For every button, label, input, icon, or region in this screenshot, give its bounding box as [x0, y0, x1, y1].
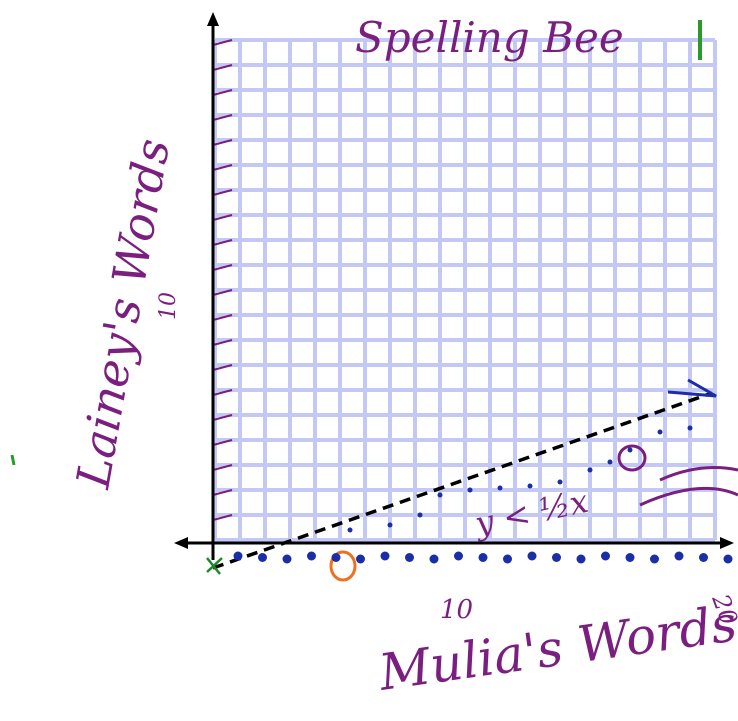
whiteboard: Spelling Bee Lainey's Words 10 10 20 Mul…: [0, 0, 738, 721]
x-arrow-right: [720, 537, 734, 549]
dot: [468, 488, 473, 493]
dot: [418, 513, 423, 518]
dot: [430, 555, 439, 564]
dot: [577, 555, 586, 564]
dot: [724, 555, 733, 564]
dot: [307, 552, 316, 561]
dot: [381, 552, 390, 561]
dot: [234, 552, 243, 561]
dot: [388, 523, 393, 528]
dot: [628, 448, 633, 453]
dot: [588, 468, 593, 473]
dot: [283, 555, 292, 564]
dot: [626, 553, 635, 562]
x-tick-label: 10: [440, 595, 473, 625]
dot: [405, 553, 414, 562]
green-dash: [12, 455, 14, 465]
dot: [558, 480, 563, 485]
dot: [650, 555, 659, 564]
dot: [258, 553, 267, 562]
dot: [356, 555, 365, 564]
y-arrow: [207, 12, 219, 26]
dot: [348, 528, 353, 533]
dot: [675, 552, 684, 561]
dot: [601, 552, 610, 561]
dot: [528, 484, 533, 489]
dot: [498, 486, 503, 491]
dot: [699, 553, 708, 562]
y-tick-label: 10: [156, 292, 181, 320]
dot: [658, 430, 663, 435]
x-axis-label: Mulia's Words: [375, 594, 738, 702]
dot: [608, 460, 613, 465]
dot: [479, 553, 488, 562]
dot: [552, 553, 561, 562]
dot: [503, 555, 512, 564]
dot: [332, 553, 341, 562]
dot: [454, 552, 463, 561]
dot: [688, 426, 693, 431]
dot: [528, 552, 537, 561]
title: Spelling Bee: [355, 13, 624, 62]
dot: [438, 493, 443, 498]
grid: [213, 40, 715, 540]
x-arrow-left: [174, 537, 188, 549]
